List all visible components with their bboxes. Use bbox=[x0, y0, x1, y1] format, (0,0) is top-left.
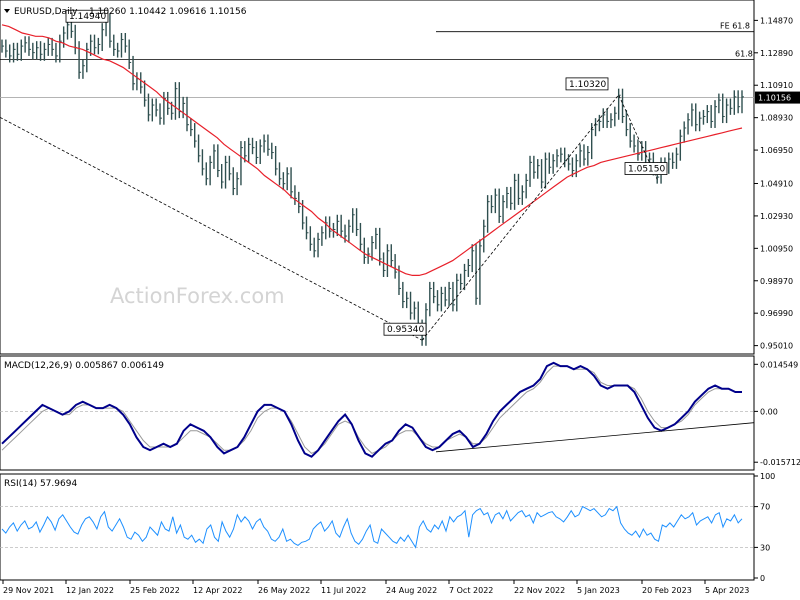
price-tick-label: 1.12890 bbox=[760, 49, 793, 58]
macd-label: MACD(12,26,9) 0.005867 0.006149 bbox=[4, 361, 164, 371]
macd-tick-label: 0.014549 bbox=[760, 360, 798, 369]
macd-line bbox=[1, 361, 742, 458]
rsi-tick-label: 100 bbox=[760, 472, 775, 481]
rsi-line bbox=[1, 505, 743, 549]
symbol-dropdown-icon[interactable] bbox=[4, 9, 10, 13]
swing-connector bbox=[421, 94, 658, 341]
price-tick-label: 0.95010 bbox=[760, 342, 793, 351]
price-tick-label: 1.14870 bbox=[760, 16, 793, 25]
swing-label-box bbox=[624, 162, 668, 175]
x-tick-label: 20 Feb 2023 bbox=[642, 586, 692, 595]
swing-label-box bbox=[383, 322, 427, 336]
macd-panel: 0.014549 0.00 -0.015712 MACD(12,26,9) 0.00… bbox=[0, 355, 800, 471]
macd-tick-label: -0.015712 bbox=[760, 458, 800, 467]
rsi-tick-label: 0 bbox=[760, 574, 765, 583]
x-tick-label: 5 Jan 2023 bbox=[577, 586, 620, 595]
x-tick-label: 25 Feb 2022 bbox=[130, 586, 180, 595]
x-tick-label: 12 Apr 2022 bbox=[193, 586, 242, 595]
current-price-tag bbox=[755, 91, 800, 104]
moving-average-line bbox=[1, 24, 743, 276]
symbol-label: EURUSD,Daily bbox=[14, 7, 78, 17]
price-tick-label: 0.98970 bbox=[760, 277, 793, 286]
price-tick-label: 0.96990 bbox=[760, 309, 793, 318]
price-tick-label: 1.02930 bbox=[760, 212, 793, 221]
swing-label: 0.95340 bbox=[387, 325, 424, 335]
rsi-label: RSI(14) 57.9694 bbox=[4, 479, 77, 489]
macd-tick-label: 0.00 bbox=[760, 407, 778, 416]
x-tick-label: 12 Jan 2022 bbox=[66, 586, 114, 595]
swing-label: 1.05150 bbox=[628, 165, 665, 175]
macd-trendline bbox=[435, 422, 755, 453]
rsi-panel: 100 70 30 0 RSI(14) 57.9694 bbox=[0, 472, 775, 583]
price-tick-label: 1.10910 bbox=[760, 81, 793, 90]
fib-level-label: FE 61.8 bbox=[720, 22, 750, 31]
swing-label: 1.10320 bbox=[569, 80, 606, 90]
x-tick-label: 29 Nov 2021 bbox=[3, 586, 54, 595]
rsi-tick-label: 30 bbox=[760, 543, 770, 552]
price-tick-label: 1.06950 bbox=[760, 146, 793, 155]
ohlc-label: 1.10260 1.10442 1.09616 1.10156 bbox=[89, 7, 247, 17]
swing-label: 1.14940 bbox=[69, 12, 106, 22]
price-tick-label: 1.08930 bbox=[760, 114, 793, 123]
current-price-label: 1.10156 bbox=[758, 94, 791, 103]
price-tick-label: 1.00950 bbox=[760, 244, 793, 253]
x-tick-label: 7 Oct 2022 bbox=[449, 586, 493, 595]
price-tick-label: 1.04910 bbox=[760, 179, 793, 188]
x-tick-label: 5 Apr 2023 bbox=[705, 586, 749, 595]
x-axis: 29 Nov 2021 12 Jan 2022 25 Feb 2022 12 Apr … bbox=[2, 580, 749, 595]
price-panel: ActionForex.com FE 61.8 61.8 1.14940 0.9534… bbox=[0, 0, 800, 355]
fib-level-label: 61.8 bbox=[735, 49, 753, 58]
x-tick-label: 22 Nov 2022 bbox=[514, 586, 565, 595]
swing-label-box bbox=[565, 77, 609, 91]
x-tick-label: 24 Aug 2022 bbox=[386, 586, 437, 595]
swing-label-box bbox=[65, 9, 109, 23]
x-tick-label: 26 May 2022 bbox=[258, 586, 310, 595]
watermark: ActionForex.com bbox=[110, 284, 285, 308]
rsi-tick-label: 70 bbox=[760, 503, 770, 512]
x-tick-label: 11 Jul 2022 bbox=[321, 586, 366, 595]
dashed-trendline bbox=[0, 116, 423, 341]
